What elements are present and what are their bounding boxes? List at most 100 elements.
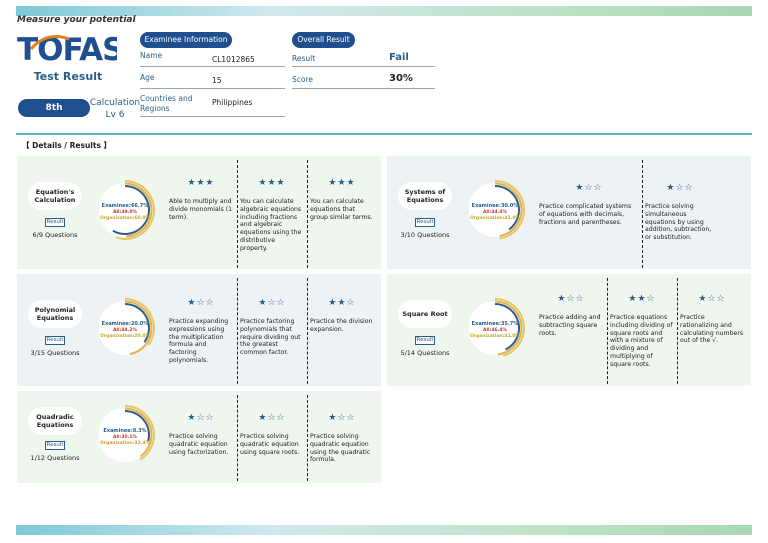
skill-item: ★★★ You can calculate equations that gro…: [310, 178, 374, 221]
all-percent: All:46.4%: [483, 328, 507, 333]
skill-item: ★☆☆ Practice solving quadratic equation …: [169, 413, 233, 456]
card-polynomial-equations: Polynomial Equations Result 3/15 Questio…: [17, 274, 381, 386]
star-rating: ★★★: [328, 178, 356, 188]
examinee-percent: Examinee:8.3%: [103, 428, 147, 434]
grade-badge: 8th: [18, 99, 90, 117]
examinee-percent: Examinee:66.7%: [101, 203, 149, 209]
card-name: Equation's Calculation: [28, 182, 82, 210]
card-quadratic-equations: Quadradic Equations Result 1/12 Question…: [17, 391, 381, 483]
skill-description: Practice solving quadratic equation usin…: [310, 433, 371, 464]
dashed-divider: [237, 160, 238, 268]
skill-description: Practice solving simultaneous equations …: [645, 203, 712, 242]
divider-line: [292, 66, 435, 67]
gauge-arc-examinee: [124, 410, 150, 442]
gauge-background: [99, 183, 152, 237]
star-rating: ★☆☆: [187, 298, 215, 308]
skill-description: Practice adding and subtracting square r…: [539, 314, 601, 337]
section-divider: [16, 133, 752, 135]
skill-description: Practice factoring polynomials that requ…: [240, 318, 301, 357]
skill-description: Practice rationalizing and calculating n…: [680, 314, 744, 345]
gauge-background: [469, 183, 522, 237]
star-rating: ★☆☆: [258, 413, 286, 423]
questions-count: 5/14 Questions: [400, 349, 450, 357]
card-name: Polynomial Equations: [28, 300, 82, 328]
examinee-info-heading: Examinee Information: [140, 32, 232, 48]
organization-percent: Organization:41.0%: [469, 334, 521, 339]
result-button[interactable]: Result: [415, 336, 435, 345]
skill-description: Practice complicated systems of equation…: [539, 203, 632, 226]
card-name: Systems of Equations: [398, 182, 452, 210]
dashed-divider: [307, 160, 308, 268]
divider-line: [140, 66, 285, 67]
star-rating: ★★☆: [328, 298, 356, 308]
result-button[interactable]: Result: [45, 218, 65, 227]
all-percent: All:44.2%: [113, 328, 137, 333]
level-label: Calculation Lv 6: [89, 98, 141, 120]
skill-item: ★☆☆ Practice complicated systems of equa…: [539, 183, 639, 226]
dashed-divider: [307, 278, 308, 384]
age-label: Age: [140, 73, 155, 82]
star-rating: ★☆☆: [666, 183, 694, 193]
gauge-arc-all: [124, 300, 153, 356]
dashed-divider: [677, 278, 678, 384]
star-rating: ★★★: [258, 178, 286, 188]
result-button[interactable]: Result: [415, 218, 435, 227]
skill-description: Practice expanding expressions using the…: [169, 318, 229, 364]
name-value: CL1012865: [212, 55, 255, 64]
dashed-divider: [607, 278, 608, 384]
gauge-background: [99, 408, 152, 462]
gauge-arc-all: [494, 300, 523, 356]
examinee-percent: Examinee:30.0%: [471, 203, 519, 209]
skill-item: ★★★ Able to multiply and divide monomial…: [169, 178, 233, 221]
gauge-arc-organization: [494, 298, 525, 357]
skill-item: ★☆☆ Practice solving simultaneous equati…: [645, 183, 715, 242]
gauge-arc-all: [124, 182, 153, 238]
divider-line: [140, 88, 285, 89]
score-gauge: [469, 180, 525, 240]
gauge-arc-organization: [115, 180, 155, 240]
page-title: Test Result: [33, 70, 103, 83]
gauge-arc-examinee: [494, 185, 520, 231]
skill-description: You can calculate equations that group s…: [310, 198, 373, 221]
questions-count: 1/12 Questions: [30, 454, 80, 462]
score-gauge: [99, 298, 155, 356]
skill-item: ★★☆ Practice equations including dividin…: [610, 294, 674, 369]
gauge-arc-organization: [124, 405, 155, 461]
organization-percent: Organization:32.4%: [99, 441, 151, 446]
dashed-divider: [307, 395, 308, 481]
card-equations-calculation: Equation's Calculation Result 6/9 Questi…: [17, 156, 381, 269]
gauge-arc-organization: [494, 180, 525, 240]
name-label: Name: [140, 51, 163, 60]
top-gradient-bar: [16, 6, 752, 16]
gauge-arc-examinee: [112, 185, 150, 235]
skill-description: Practice solving quadratic equation usin…: [169, 433, 229, 456]
logo-swoosh: [29, 35, 70, 51]
skill-item: ★☆☆ Practice expanding expressions using…: [169, 298, 233, 365]
result-button[interactable]: Result: [45, 441, 65, 450]
skill-item: ★☆☆ Practice factoring polynomials that …: [240, 298, 304, 357]
star-rating: ★☆☆: [258, 298, 286, 308]
dashed-divider: [642, 160, 643, 268]
skill-description: You can calculate algebraic equations in…: [240, 198, 302, 252]
skill-description: Able to multiply and divide monomials (1…: [169, 198, 233, 221]
country-label: Countries and Regions: [140, 94, 193, 113]
gauge-background: [99, 301, 152, 355]
gauge-arc-organization: [124, 298, 155, 346]
star-rating: ★☆☆: [187, 413, 215, 423]
star-rating: ★★☆: [628, 294, 656, 304]
dashed-divider: [237, 395, 238, 481]
organization-percent: Organization:60.0%: [99, 216, 151, 221]
questions-count: 6/9 Questions: [32, 231, 78, 239]
star-rating: ★☆☆: [698, 294, 726, 304]
result-button[interactable]: Result: [45, 336, 65, 345]
skill-item: ★☆☆ Practice rationalizing and calculati…: [680, 294, 744, 345]
questions-count: 3/10 Questions: [400, 231, 450, 239]
gauge-arc-examinee: [124, 303, 150, 343]
skill-description: Practice solving quadratic equation usin…: [240, 433, 300, 456]
bottom-gradient-bar: [16, 525, 752, 535]
organization-percent: Organization:20.0%: [99, 334, 151, 339]
card-name: Square Root: [398, 300, 452, 328]
examinee-percent: Examinee:20.0%: [101, 321, 149, 327]
skill-item: ★★☆ Practice the division expansion.: [310, 298, 374, 334]
result-label: Result: [292, 54, 316, 63]
